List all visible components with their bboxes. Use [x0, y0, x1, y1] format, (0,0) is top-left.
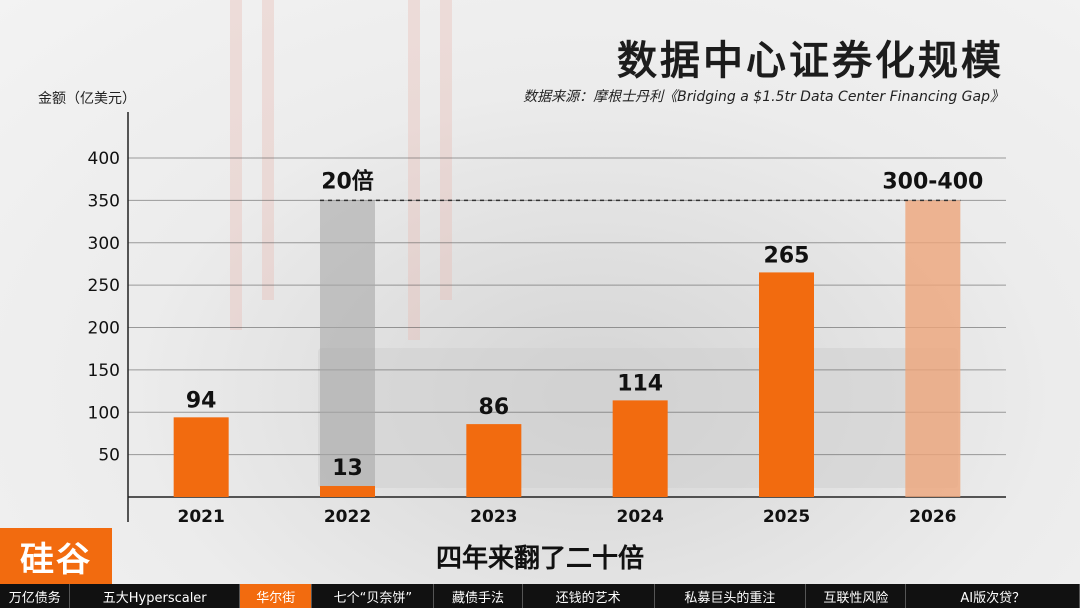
nav-item[interactable]: 华尔街: [240, 584, 313, 608]
data-label-2024: 114: [617, 371, 663, 396]
chart-title: 数据中心证券化规模: [617, 38, 1004, 84]
nav-item[interactable]: 五大Hyperscaler: [70, 584, 240, 608]
background-flag-stripe: [408, 0, 420, 340]
nav-item[interactable]: AI版次贷？: [906, 584, 1080, 608]
y-tick-label: 350: [88, 191, 120, 211]
x-tick-label: 2026: [909, 507, 956, 527]
bar-2024: [612, 400, 668, 497]
data-label-2025: 265: [764, 243, 810, 268]
x-tick-label: 2023: [470, 507, 517, 527]
bar-2025: [759, 272, 814, 497]
bar-2021: [173, 417, 229, 497]
background-flag-stripe: [230, 0, 242, 330]
y-tick-label: 400: [88, 149, 120, 169]
y-tick-label: 300: [88, 234, 120, 254]
x-tick-label: 2022: [324, 507, 371, 527]
annotation-label: 20倍: [321, 168, 374, 194]
nav-item[interactable]: 万亿债务: [0, 584, 71, 608]
y-tick-label: 100: [88, 403, 120, 423]
y-axis-title: 金额（亿美元）: [38, 91, 136, 107]
brand-logo: 硅谷: [0, 528, 112, 584]
nav-item[interactable]: 还钱的艺术: [523, 584, 655, 608]
chart-source: 数据来源：摩根士丹利《Bridging a $1.5tr Data Center…: [523, 89, 1004, 105]
ghost-bar-2022: [320, 200, 375, 497]
data-label-2026: 300-400: [882, 169, 983, 194]
nav-item[interactable]: 私募巨头的重注: [655, 584, 807, 608]
data-label-2021: 94: [186, 388, 217, 413]
nav-item[interactable]: 藏债手法: [434, 584, 523, 608]
y-tick-label: 200: [88, 319, 120, 339]
x-tick-label: 2025: [763, 507, 810, 527]
y-tick-label: 50: [98, 446, 120, 466]
nav-item[interactable]: 互联性风险: [806, 584, 907, 608]
bar-2022: [320, 485, 375, 497]
background-flag-stripe: [440, 0, 452, 300]
bar-2026: [905, 200, 961, 497]
background-flag-stripe: [262, 0, 274, 300]
chapter-nav: 万亿债务 五大Hyperscaler 华尔街 七个“贝奈饼” 藏债手法 还钱的艺术 私募巨头…: [0, 584, 1080, 608]
data-label-2023: 86: [479, 395, 510, 420]
bar-2023: [466, 424, 522, 497]
x-tick-label: 2021: [178, 507, 225, 527]
nav-item[interactable]: 七个“贝奈饼”: [312, 584, 435, 608]
y-tick-label: 150: [88, 361, 120, 381]
data-label-2022: 13: [332, 456, 363, 481]
y-tick-label: 250: [88, 276, 120, 296]
x-tick-label: 2024: [617, 507, 664, 527]
